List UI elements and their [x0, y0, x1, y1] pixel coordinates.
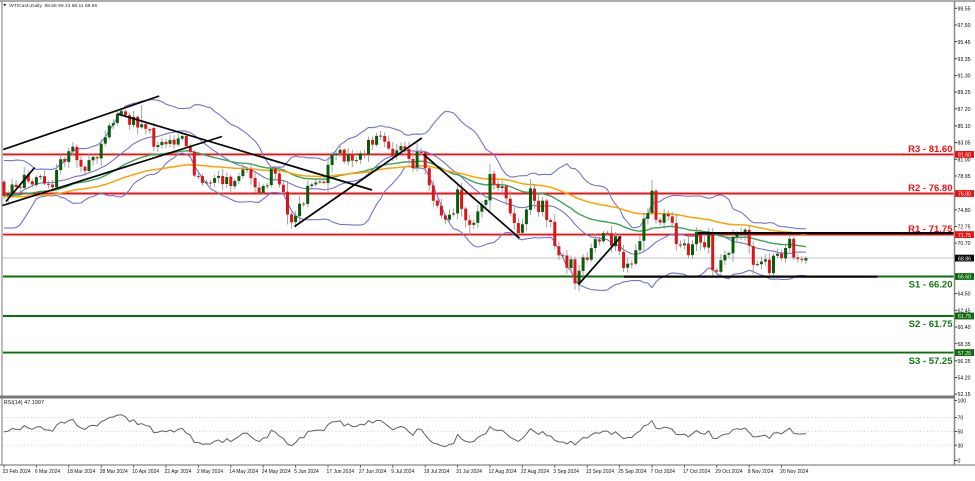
svg-text:74.80: 74.80	[958, 208, 971, 214]
svg-text:12 Aug 2024: 12 Aug 2024	[489, 469, 517, 475]
svg-text:20 Nov 2024: 20 Nov 2024	[780, 469, 809, 475]
svg-text:52.15: 52.15	[958, 392, 971, 398]
svg-text:2 May 2024: 2 May 2024	[197, 469, 223, 475]
svg-text:30: 30	[958, 443, 964, 449]
svg-text:81.00: 81.00	[958, 157, 971, 163]
svg-text:99.55: 99.55	[958, 6, 971, 12]
svg-text:89.25: 89.25	[958, 90, 971, 96]
svg-text:70.70: 70.70	[958, 241, 971, 247]
svg-text:WTICash,Daily 68.56 69.13 68.: WTICash,Daily 68.56 69.13 68.11 68.86	[9, 3, 97, 9]
svg-text:83.05: 83.05	[958, 141, 971, 147]
svg-text:100: 100	[958, 399, 967, 405]
svg-text:97.50: 97.50	[958, 23, 971, 29]
svg-text:22 Aug 2024: 22 Aug 2024	[521, 469, 549, 475]
svg-text:85.10: 85.10	[958, 124, 971, 130]
svg-text:10 Apr 2024: 10 Apr 2024	[132, 469, 159, 475]
svg-text:78.95: 78.95	[958, 174, 971, 180]
svg-text:3 Sep 2024: 3 Sep 2024	[553, 469, 579, 475]
svg-text:13 Sep 2024: 13 Sep 2024	[586, 469, 615, 475]
svg-text:8 Nov 2024: 8 Nov 2024	[748, 469, 774, 475]
svg-text:S2 - 61.75: S2 - 61.75	[909, 319, 954, 330]
svg-text:S1 - 66.20: S1 - 66.20	[909, 280, 953, 291]
svg-text:25 Sep 2024: 25 Sep 2024	[618, 469, 647, 475]
svg-text:27 Jun 2024: 27 Jun 2024	[359, 469, 387, 475]
svg-text:7 Oct 2024: 7 Oct 2024	[651, 469, 676, 475]
svg-text:91.30: 91.30	[958, 74, 971, 80]
svg-text:81.60: 81.60	[958, 153, 971, 159]
svg-text:6 Mar 2024: 6 Mar 2024	[35, 469, 61, 475]
svg-text:24 May 2024: 24 May 2024	[262, 469, 291, 475]
svg-text:68.86: 68.86	[958, 256, 971, 262]
svg-text:61.75: 61.75	[958, 314, 971, 320]
svg-text:RSI(14) 47.1997: RSI(14) 47.1997	[4, 400, 44, 406]
svg-text:17 Jun 2024: 17 Jun 2024	[327, 469, 355, 475]
svg-text:57.25: 57.25	[958, 351, 971, 357]
svg-text:23 Feb 2024: 23 Feb 2024	[3, 469, 31, 475]
svg-text:64.50: 64.50	[958, 292, 971, 298]
svg-text:22 Apr 2024: 22 Apr 2024	[165, 469, 192, 475]
svg-text:5 Jun 2024: 5 Jun 2024	[294, 469, 319, 475]
svg-text:18 Mar 2024: 18 Mar 2024	[67, 469, 95, 475]
svg-text:31 Jul 2024: 31 Jul 2024	[456, 469, 482, 475]
svg-text:0: 0	[958, 459, 961, 465]
svg-text:66.60: 66.60	[958, 275, 971, 281]
svg-text:72.75: 72.75	[958, 225, 971, 231]
svg-text:71.75: 71.75	[958, 233, 971, 239]
svg-text:29 Oct 2024: 29 Oct 2024	[715, 469, 742, 475]
svg-text:17 Oct 2024: 17 Oct 2024	[683, 469, 710, 475]
svg-text:95.45: 95.45	[958, 40, 971, 46]
svg-text:R2 - 76.80: R2 - 76.80	[908, 183, 952, 194]
svg-text:19 Jul 2024: 19 Jul 2024	[424, 469, 450, 475]
svg-text:28 Mar 2024: 28 Mar 2024	[100, 469, 128, 475]
svg-text:62.45: 62.45	[958, 308, 971, 314]
svg-text:93.35: 93.35	[958, 57, 971, 63]
svg-text:R3 - 81.60: R3 - 81.60	[908, 144, 952, 155]
svg-text:56.25: 56.25	[958, 359, 971, 365]
svg-text:76.80: 76.80	[958, 192, 971, 198]
svg-text:60.40: 60.40	[958, 325, 971, 331]
svg-text:R1 - 71.75: R1 - 71.75	[908, 224, 953, 235]
svg-text:58.35: 58.35	[958, 342, 971, 348]
svg-text:S3 - 57.25: S3 - 57.25	[909, 356, 954, 367]
svg-text:9 Jul 2024: 9 Jul 2024	[391, 469, 414, 475]
svg-text:87.20: 87.20	[958, 107, 971, 113]
svg-text:50: 50	[958, 430, 964, 436]
svg-text:54.20: 54.20	[958, 376, 971, 382]
svg-text:70: 70	[958, 416, 964, 422]
svg-text:14 May 2024: 14 May 2024	[229, 469, 258, 475]
